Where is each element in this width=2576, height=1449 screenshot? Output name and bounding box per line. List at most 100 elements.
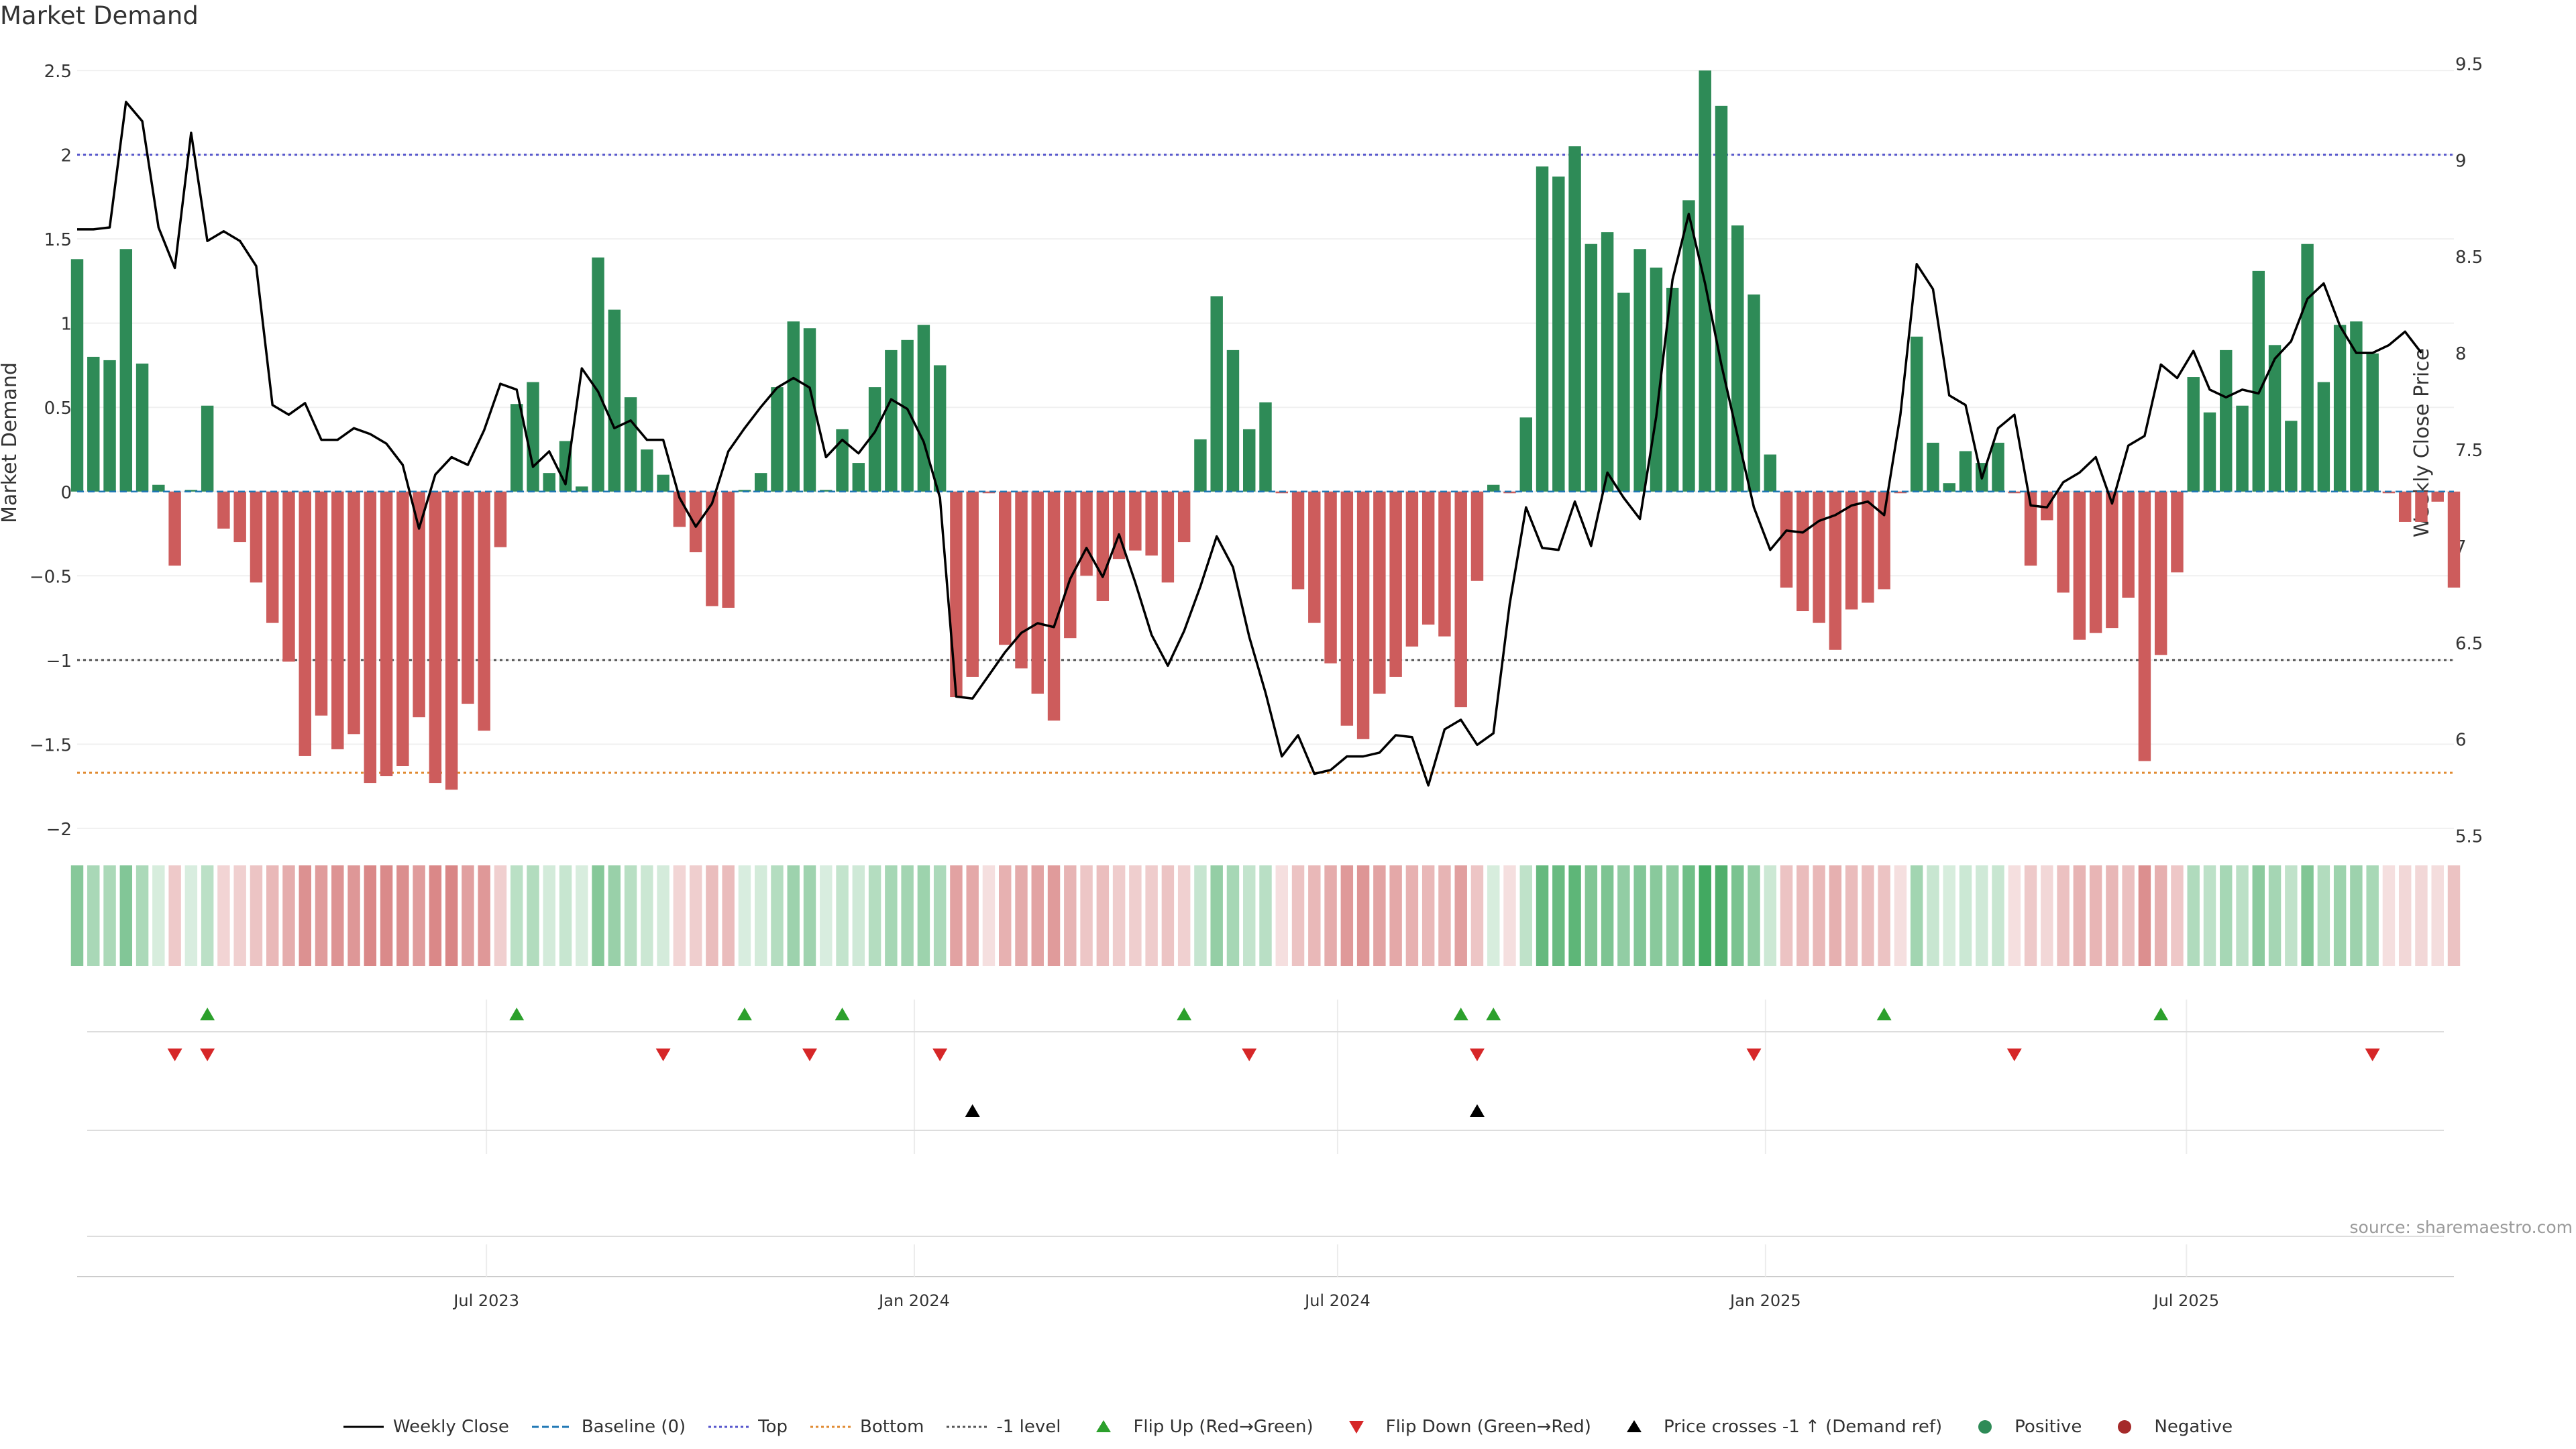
demand-bar-positive xyxy=(754,473,767,492)
demand-bar-positive xyxy=(917,325,930,492)
demand-strip-cell xyxy=(868,865,881,966)
weekly-close-line xyxy=(77,101,2422,787)
demand-strip-cell xyxy=(217,865,230,966)
flip-up-marker xyxy=(509,1008,525,1020)
demand-strip-cell xyxy=(2431,865,2444,966)
demand-strip-cell xyxy=(1780,865,1793,966)
flip-up-marker xyxy=(200,1008,215,1020)
demand-bar-negative xyxy=(364,491,377,784)
demand-bar-positive xyxy=(1585,244,1598,492)
demand-strip-cell xyxy=(1161,865,1175,966)
legend-label: Price crosses -1 ↑ (Demand ref) xyxy=(1663,1417,1943,1437)
demand-strip-cell xyxy=(641,865,653,966)
demand-bar-negative xyxy=(1503,491,1516,494)
legend-item: Flip Up (Red→Green) xyxy=(1083,1417,1313,1437)
flip-down-marker xyxy=(2365,1049,2380,1061)
demand-bar-positive xyxy=(510,404,523,492)
demand-bar-negative xyxy=(2122,491,2135,598)
demand-bar-positive xyxy=(1682,200,1695,492)
demand-bar-negative xyxy=(445,491,458,790)
legend-swatch-icon xyxy=(810,1426,851,1428)
demand-strip-cell xyxy=(2008,865,2021,966)
y-tick-label: 0 xyxy=(60,483,72,503)
demand-strip-cell xyxy=(2447,865,2461,966)
demand-bar-negative xyxy=(1373,491,1386,694)
demand-strip-cell xyxy=(1210,865,1223,966)
legend-label: Top xyxy=(758,1417,788,1437)
legend-label: Flip Down (Green→Red) xyxy=(1385,1417,1591,1437)
demand-bar-positive xyxy=(1943,483,1955,492)
demand-bar-negative xyxy=(1129,491,1142,551)
demand-bar-negative xyxy=(233,491,246,543)
demand-strip-cell xyxy=(1796,865,1809,966)
demand-bar-negative xyxy=(2431,491,2444,502)
y-tick-label: −1.5 xyxy=(30,735,72,755)
legend-item: Price crosses -1 ↑ (Demand ref) xyxy=(1614,1417,1942,1437)
y-axis-label: Market Demand xyxy=(0,362,21,523)
demand-bar-positive xyxy=(771,387,784,492)
demand-bar-positive xyxy=(1633,249,1646,492)
demand-bar-negative xyxy=(1064,491,1077,639)
demand-strip-cell xyxy=(1699,865,1711,966)
demand-strip-cell xyxy=(1470,865,1484,966)
flip-up-marker xyxy=(1876,1008,1892,1020)
demand-bar-positive xyxy=(2366,353,2379,492)
demand-strip-cell xyxy=(689,865,702,966)
demand-bar-negative xyxy=(2073,491,2086,640)
x-tick-label: Jul 2023 xyxy=(452,1291,519,1310)
legend-item: Positive xyxy=(1965,1417,2082,1437)
demand-strip-cell xyxy=(2073,865,2086,966)
demand-strip-cell xyxy=(1064,865,1077,966)
demand-strip-cell xyxy=(2057,865,2070,966)
demand-bar-negative xyxy=(2154,491,2167,655)
demand-bar-negative xyxy=(315,491,328,716)
demand-strip-cell xyxy=(1112,865,1126,966)
demand-strip-cell xyxy=(1764,865,1777,966)
y2-tick-label: 5.5 xyxy=(2455,827,2483,847)
demand-strip-cell xyxy=(70,865,84,966)
demand-strip-cell xyxy=(1959,865,1972,966)
demand-bar-negative xyxy=(1080,491,1093,576)
demand-strip-cell xyxy=(933,865,947,966)
demand-bar-negative xyxy=(1340,491,1354,726)
demand-strip-cell xyxy=(885,865,898,966)
demand-bar-negative xyxy=(1829,491,1842,650)
demand-bar-positive xyxy=(2350,321,2363,492)
demand-strip-cell xyxy=(1927,865,1939,966)
demand-bar-negative xyxy=(1438,491,1451,637)
demand-bar-negative xyxy=(347,491,360,735)
demand-strip-cell xyxy=(1731,865,1744,966)
demand-bar-positive xyxy=(608,309,621,492)
demand-bar-positive xyxy=(576,486,588,492)
demand-strip-cell xyxy=(1080,865,1093,966)
flip-down-marker xyxy=(802,1049,818,1061)
demand-strip-cell xyxy=(331,865,344,966)
demand-strip-cell xyxy=(1976,865,1988,966)
demand-strip-cell xyxy=(1031,865,1044,966)
demand-strip-cell xyxy=(1047,865,1061,966)
legend-item: Negative xyxy=(2104,1417,2233,1437)
demand-strip-cell xyxy=(820,865,833,966)
demand-strip-cell xyxy=(1585,865,1598,966)
demand-bar-positive xyxy=(70,259,84,492)
demand-strip-cell xyxy=(396,865,409,966)
demand-bar-positive xyxy=(1243,429,1256,492)
x-tick-label: Jan 2025 xyxy=(1729,1291,1801,1310)
demand-bar-negative xyxy=(1780,491,1793,588)
demand-strip-cell xyxy=(1601,865,1614,966)
demand-bar-negative xyxy=(1291,491,1305,590)
demand-bar-negative xyxy=(689,491,702,553)
demand-strip-cell xyxy=(2382,865,2396,966)
demand-strip-cell xyxy=(1992,865,2004,966)
flip-up-marker xyxy=(2153,1008,2169,1020)
demand-strip-cell xyxy=(1552,865,1565,966)
demand-strip-cell xyxy=(136,865,149,966)
demand-bar-negative xyxy=(673,491,686,527)
demand-bar-positive xyxy=(641,449,653,492)
demand-strip-cell xyxy=(1356,865,1370,966)
flip-up-marker xyxy=(1177,1008,1192,1020)
demand-bar-positive xyxy=(2203,412,2216,492)
demand-strip-cell xyxy=(592,865,604,966)
demand-strip-cell xyxy=(1308,865,1321,966)
demand-strip-cell xyxy=(836,865,849,966)
